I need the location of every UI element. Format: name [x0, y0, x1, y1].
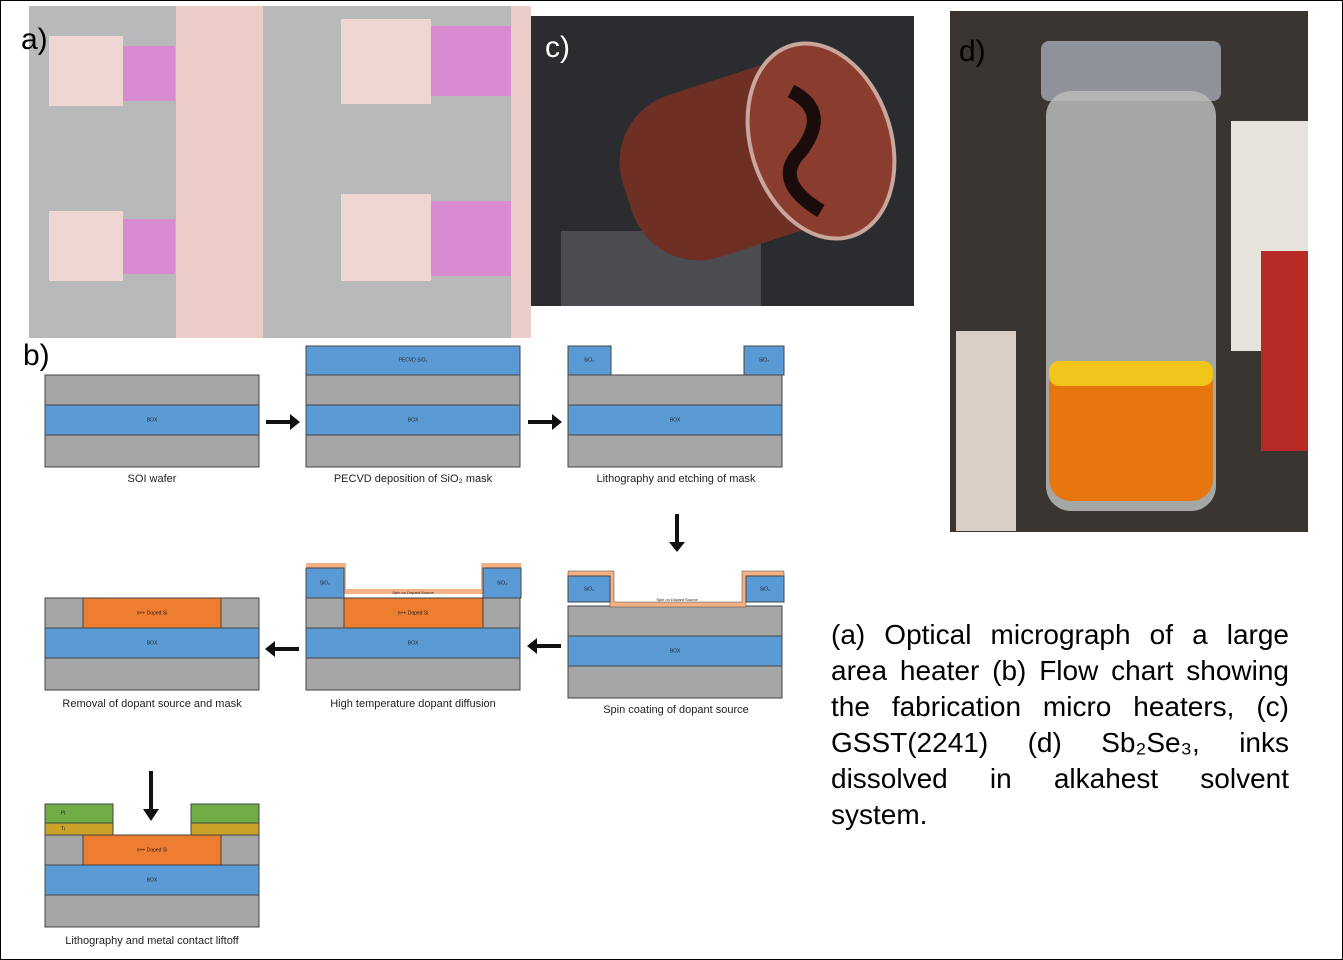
- layer-label: Spin on Dopant Source: [392, 590, 434, 595]
- layer: [305, 627, 521, 659]
- layer: [305, 567, 345, 599]
- flow-arrows: [143, 414, 685, 821]
- layer: [44, 374, 260, 406]
- step-caption: Lithography and metal contact liftoff: [65, 935, 239, 947]
- layer: [343, 597, 484, 629]
- layer: [745, 575, 785, 603]
- layer: [44, 434, 260, 468]
- layer: [305, 434, 521, 468]
- layer-label: Pt: [61, 810, 66, 816]
- layer: [567, 374, 783, 406]
- layer: [190, 803, 260, 824]
- layer: [567, 575, 611, 603]
- step-caption: Lithography and etching of mask: [596, 473, 756, 485]
- step-caption: SOI wafer: [127, 473, 177, 485]
- layer: [482, 567, 522, 599]
- step-caption: High temperature dopant diffusion: [330, 698, 496, 710]
- layer-label: BOX: [408, 417, 419, 423]
- panel-label: b): [23, 339, 50, 372]
- layer: [743, 345, 785, 376]
- layer: [306, 563, 521, 594]
- layer: [305, 404, 521, 436]
- layer: [44, 803, 114, 824]
- layer-label: Spin on Dopant Source: [656, 597, 698, 602]
- layer-label: PECVD SiO₂: [399, 357, 428, 363]
- layer-label: BOX: [670, 417, 681, 423]
- layer: [82, 834, 222, 866]
- layer: [44, 404, 260, 436]
- layer: [305, 345, 521, 376]
- layer: [567, 434, 783, 468]
- layer-label: n++ Doped Si: [398, 610, 429, 616]
- layer-label: BOX: [408, 640, 419, 646]
- layer: [305, 374, 521, 406]
- step-caption: PECVD deposition of SiO₂ mask: [333, 473, 493, 485]
- layer-label: BOX: [670, 648, 681, 654]
- layer: [567, 404, 783, 436]
- micrograph: [29, 6, 531, 338]
- vial-photo-c: [531, 16, 914, 306]
- layer-label: SiO₂: [760, 586, 770, 592]
- panel-label: d): [959, 35, 986, 68]
- layer: [567, 345, 612, 376]
- layer: [190, 822, 260, 836]
- step-caption: Removal of dopant source and mask: [62, 698, 242, 710]
- layer: [44, 894, 260, 928]
- figure-caption: (a) Optical micrograph of a large area h…: [831, 619, 1289, 830]
- layer-label: SiO₂: [497, 580, 507, 586]
- layer-label: SiO₂: [320, 580, 330, 586]
- layer: [567, 665, 783, 699]
- layer: [567, 635, 783, 667]
- layer-label: BOX: [147, 877, 158, 883]
- step-caption: Spin coating of dopant source: [603, 704, 749, 716]
- layer-label: BOX: [147, 640, 158, 646]
- layer-label: BOX: [147, 417, 158, 423]
- layer: [567, 605, 783, 637]
- layer-label: SiO₂: [759, 357, 769, 363]
- layer: [305, 657, 521, 691]
- layer-label: n++ Doped Si: [137, 610, 168, 616]
- layer-label: n++ Doped Si: [137, 847, 168, 853]
- layer: [44, 822, 114, 836]
- layer-label: SiO₂: [584, 586, 594, 592]
- layer: [82, 597, 222, 629]
- panel-label: c): [545, 31, 570, 64]
- layer-label: SiO₂: [584, 357, 594, 363]
- vial-photo-d: [950, 11, 1308, 532]
- layer: [44, 657, 260, 691]
- panel-label: a): [21, 23, 48, 56]
- layer: [44, 627, 260, 659]
- layer-label: Ti: [61, 826, 65, 832]
- layer: [44, 864, 260, 896]
